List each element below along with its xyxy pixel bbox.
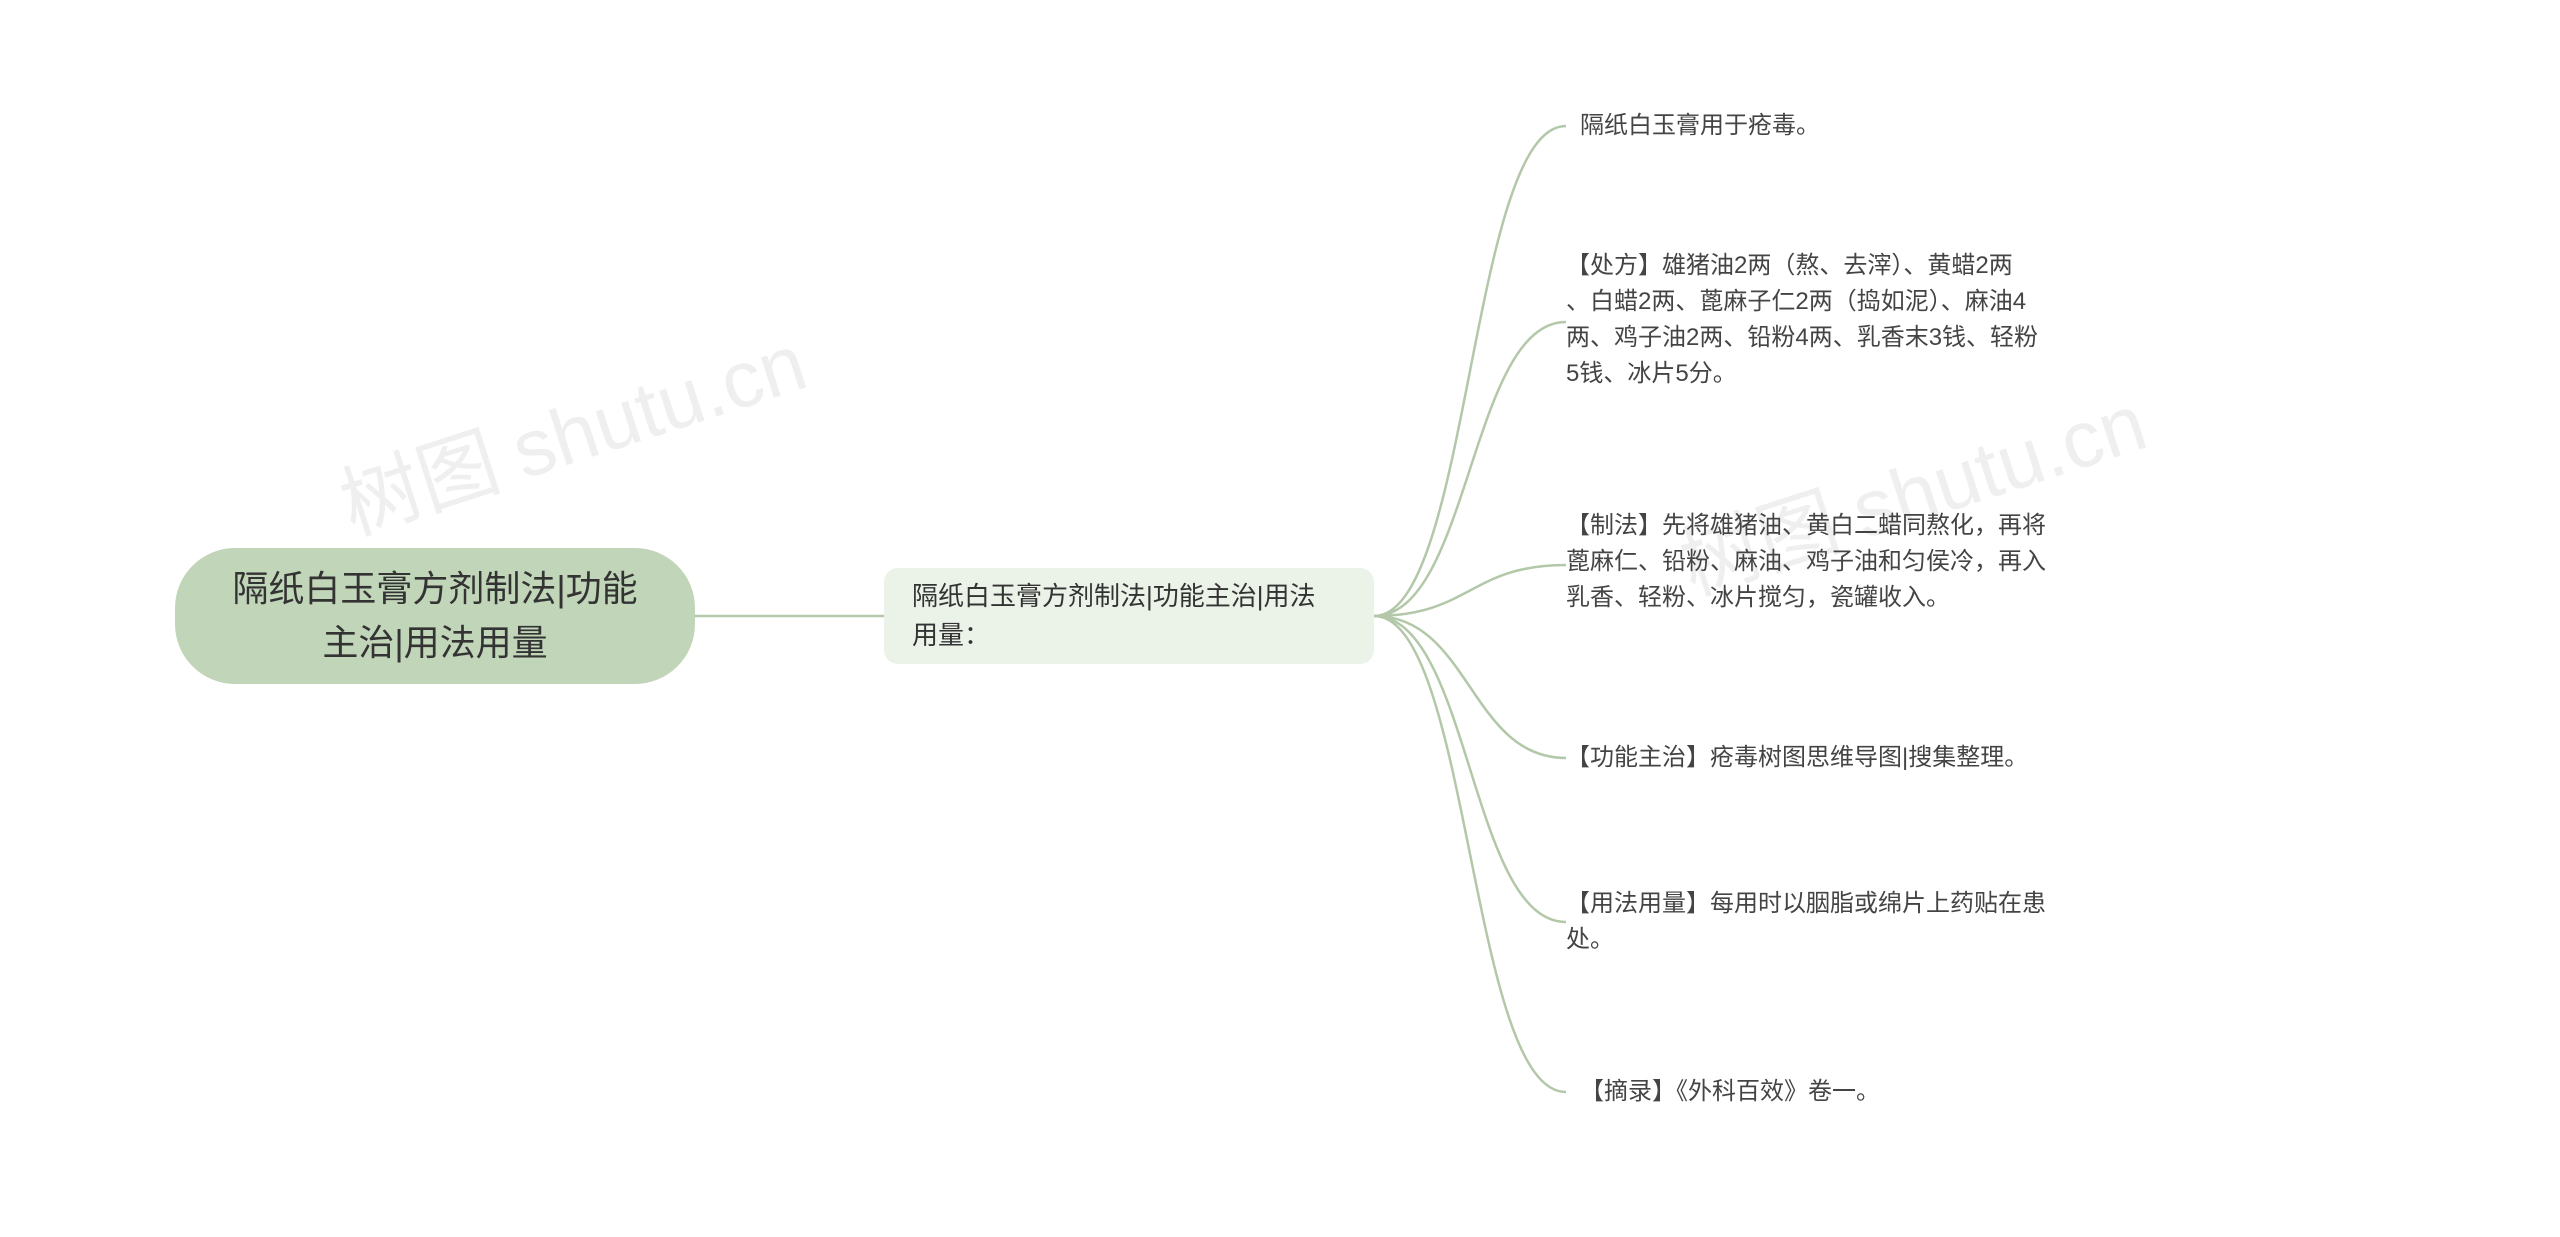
watermark-1: 树图 树图 shutu.cnshutu.cn [324, 298, 819, 557]
leaf-node-2[interactable]: 【制法】先将雄猪油、黄白二蜡同熬化，再将 蓖麻仁、铅粉、麻油、鸡子油和匀侯冷，再… [1566, 508, 2106, 616]
sub-node-text: 隔纸白玉膏方剂制法|功能主治|用法 用量： [912, 577, 1316, 655]
leaf-text: 【用法用量】每用时以胭脂或绵片上药贴在患 处。 [1566, 890, 2046, 953]
leaf-text: 【制法】先将雄猪油、黄白二蜡同熬化，再将 蓖麻仁、铅粉、麻油、鸡子油和匀侯冷，再… [1566, 512, 2046, 611]
edge-sub-leaf4 [1374, 616, 1566, 922]
edge-sub-leaf1 [1374, 322, 1566, 616]
edge-sub-leaf0 [1374, 126, 1566, 616]
leaf-text: 【功能主治】疮毒树图思维导图|搜集整理。 [1566, 740, 2028, 776]
leaf-node-1[interactable]: 【处方】雄猪油2两（熬、去滓）、黄蜡2两 、白蜡2两、蓖麻子仁2两（捣如泥）、麻… [1566, 248, 2106, 392]
edge-sub-leaf3 [1374, 616, 1566, 758]
edge-sub-leaf5 [1374, 616, 1566, 1092]
sub-node[interactable]: 隔纸白玉膏方剂制法|功能主治|用法 用量： [884, 568, 1374, 664]
leaf-node-5[interactable]: 【摘录】《外科百效》卷一。 [1580, 1074, 2100, 1110]
leaf-text: 隔纸白玉膏用于疮毒。 [1580, 108, 1820, 144]
leaf-node-0[interactable]: 隔纸白玉膏用于疮毒。 [1580, 108, 2100, 144]
watermark-logo: 树图 [331, 413, 529, 552]
leaf-node-4[interactable]: 【用法用量】每用时以胭脂或绵片上药贴在患 处。 [1566, 886, 2106, 958]
leaf-text: 【摘录】《外科百效》卷一。 [1580, 1074, 1880, 1110]
leaf-text: 【处方】雄猪油2两（熬、去滓）、黄蜡2两 、白蜡2两、蓖麻子仁2两（捣如泥）、麻… [1566, 252, 2038, 387]
mindmap-canvas: 树图 树图 shutu.cnshutu.cn 树图 shutu.cn 隔纸白玉膏… [0, 0, 2560, 1237]
edge-sub-leaf2 [1374, 565, 1566, 616]
root-node[interactable]: 隔纸白玉膏方剂制法|功能 主治|用法用量 [175, 548, 695, 684]
leaf-node-3[interactable]: 【功能主治】疮毒树图思维导图|搜集整理。 [1566, 740, 2106, 776]
root-node-text: 隔纸白玉膏方剂制法|功能 主治|用法用量 [232, 562, 637, 670]
